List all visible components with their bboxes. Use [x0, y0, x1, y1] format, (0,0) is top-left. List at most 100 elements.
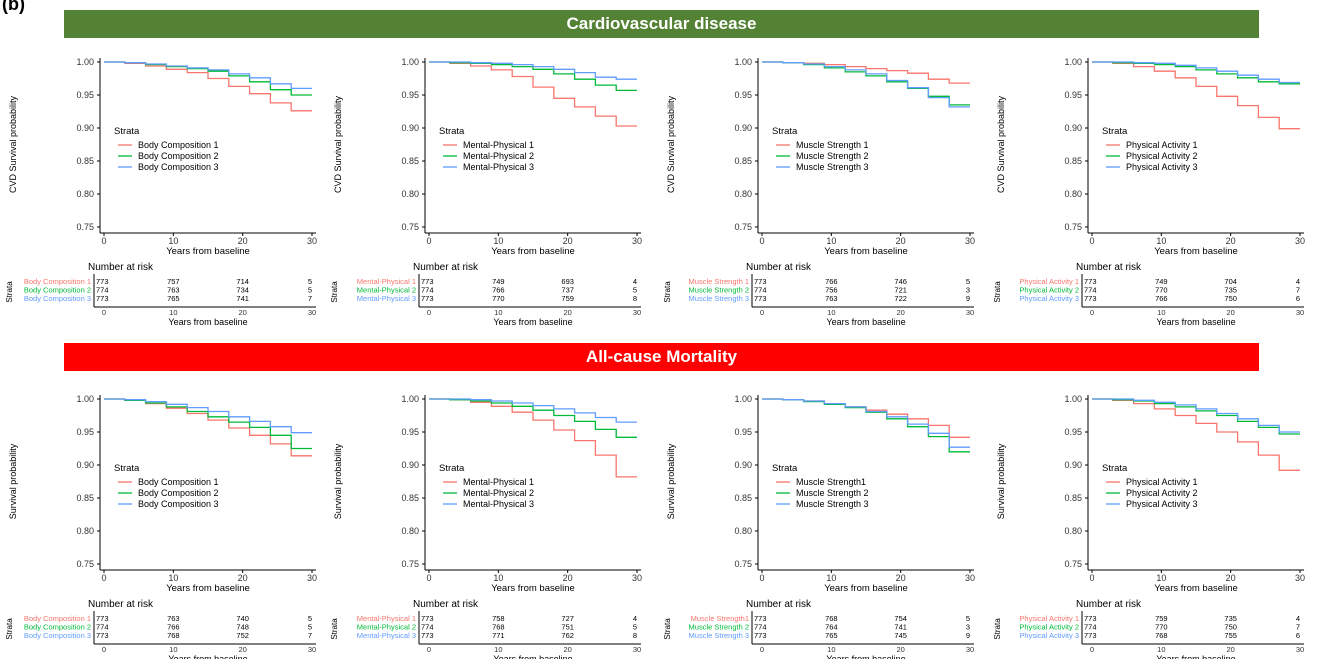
y-tick-label: 0.75 [1064, 222, 1082, 232]
risk-row-label: Physical Activity 2 [1019, 623, 1079, 632]
risk-cell: 759 [1155, 614, 1168, 623]
risk-x-tick-label: 10 [169, 645, 177, 654]
risk-x-tick-label: 30 [308, 645, 316, 654]
y-axis-title: CVD Survival probability [333, 95, 343, 193]
survival-curve-3 [429, 398, 637, 423]
risk-cell: 768 [167, 631, 180, 640]
risk-cell: 7 [1296, 286, 1300, 295]
risk-cell: 766 [825, 277, 838, 286]
risk-cell: 737 [561, 286, 574, 295]
risk-cell: 751 [561, 623, 574, 632]
risk-row-label: Physical Activity 1 [1019, 614, 1079, 623]
y-tick-label: 0.95 [734, 90, 752, 100]
risk-row-label: Muscle Strength 3 [689, 631, 749, 640]
y-tick-label: 0.95 [1064, 90, 1082, 100]
x-tick-label: 0 [101, 236, 106, 246]
y-axis-title: Survival probability [996, 443, 1006, 519]
y-tick-label: 1.00 [76, 57, 94, 67]
x-tick-label: 10 [826, 236, 836, 246]
legend-title: Strata [1102, 126, 1128, 137]
y-tick-label: 0.90 [734, 460, 752, 470]
risk-cell: 774 [754, 286, 767, 295]
risk-x-tick-label: 10 [1157, 308, 1165, 317]
risk-cell: 741 [894, 623, 907, 632]
x-tick-label: 0 [1089, 573, 1094, 583]
risk-x-axis-title: Years from baseline [168, 654, 247, 659]
x-tick-label: 10 [1156, 573, 1166, 583]
risk-table-ylabel: Strata [993, 281, 1002, 303]
risk-x-axis-title: Years from baseline [493, 654, 572, 659]
risk-cell: 7 [308, 631, 312, 640]
risk-cell: 704 [1224, 277, 1237, 286]
survival-curve-1 [762, 398, 970, 438]
legend-item-label: Mental-Physical 2 [463, 488, 534, 498]
risk-cell: 745 [894, 631, 907, 640]
legend-item-label: Mental-Physical 1 [463, 477, 534, 487]
panel-label: (b) [2, 0, 25, 14]
risk-cell: 758 [492, 614, 505, 623]
risk-row-label: Muscle Strength1 [691, 614, 749, 623]
risk-row-label: Mental-Physical 2 [357, 623, 416, 632]
legend-item-label: Physical Activity 2 [1126, 488, 1198, 498]
risk-cell: 746 [894, 277, 907, 286]
y-tick-label: 0.85 [1064, 156, 1082, 166]
x-tick-label: 30 [307, 236, 317, 246]
risk-cell: 773 [754, 614, 767, 623]
x-tick-label: 20 [896, 573, 906, 583]
risk-cell: 773 [96, 614, 109, 623]
y-tick-label: 0.80 [401, 526, 419, 536]
y-tick-label: 0.85 [401, 156, 419, 166]
risk-cell: 5 [633, 623, 637, 632]
legend-item-label: Physical Activity 1 [1126, 477, 1198, 487]
legend-title: Strata [114, 463, 140, 474]
risk-table-title: Number at risk [88, 262, 154, 273]
risk-cell: 721 [894, 286, 907, 295]
y-tick-label: 0.90 [76, 123, 94, 133]
risk-table-title: Number at risk [1076, 599, 1142, 610]
risk-cell: 765 [167, 294, 180, 303]
x-axis-title: Years from baseline [166, 583, 250, 594]
risk-row-label: Muscle Strength 2 [689, 623, 749, 632]
risk-cell: 768 [825, 614, 838, 623]
risk-x-tick-label: 20 [896, 308, 904, 317]
x-tick-label: 20 [563, 236, 573, 246]
legend-item-label: Physical Activity 1 [1126, 140, 1198, 150]
y-axis-title: CVD Survival probability [996, 95, 1006, 193]
risk-row-label: Muscle Strength 1 [689, 277, 749, 286]
legend-item-label: Mental-Physical 3 [463, 162, 534, 172]
risk-row-label: Physical Activity 3 [1019, 631, 1079, 640]
y-axis-title: CVD Survival probability [8, 95, 18, 193]
risk-table-ylabel: Strata [330, 281, 339, 303]
x-tick-label: 20 [1226, 236, 1236, 246]
risk-x-tick-label: 0 [427, 645, 431, 654]
y-tick-label: 0.80 [1064, 526, 1082, 536]
x-tick-label: 30 [965, 236, 975, 246]
legend-title: Strata [772, 463, 798, 474]
risk-row-label: Mental-Physical 2 [357, 286, 416, 295]
legend-item-label: Mental-Physical 1 [463, 140, 534, 150]
risk-row-label: Muscle Strength 3 [689, 294, 749, 303]
survival-curve-1 [1092, 61, 1300, 130]
survival-curve-3 [762, 61, 970, 108]
x-tick-label: 10 [1156, 236, 1166, 246]
risk-cell: 770 [1155, 286, 1168, 295]
risk-table-title: Number at risk [746, 599, 812, 610]
y-tick-label: 0.80 [1064, 189, 1082, 199]
legend-title: Strata [1102, 463, 1128, 474]
y-tick-label: 0.85 [1064, 493, 1082, 503]
risk-cell: 763 [825, 294, 838, 303]
km-panel-5: 1.00 0.95 0.90 0.85 0.80 0.75 0 10 20 30 Years fro… [5, 394, 317, 659]
y-tick-label: 0.95 [76, 427, 94, 437]
risk-x-tick-label: 30 [633, 645, 641, 654]
km-panel-4: 1.00 0.95 0.90 0.85 0.80 0.75 0 10 20 30 Years fro… [993, 57, 1305, 327]
x-tick-label: 10 [168, 236, 178, 246]
x-tick-label: 10 [493, 573, 503, 583]
risk-cell: 727 [561, 614, 574, 623]
risk-cell: 9 [966, 294, 970, 303]
risk-x-axis-title: Years from baseline [826, 317, 905, 327]
y-tick-label: 0.85 [734, 156, 752, 166]
risk-cell: 773 [421, 277, 434, 286]
risk-row-label: Muscle Strength 2 [689, 286, 749, 295]
risk-cell: 773 [96, 631, 109, 640]
